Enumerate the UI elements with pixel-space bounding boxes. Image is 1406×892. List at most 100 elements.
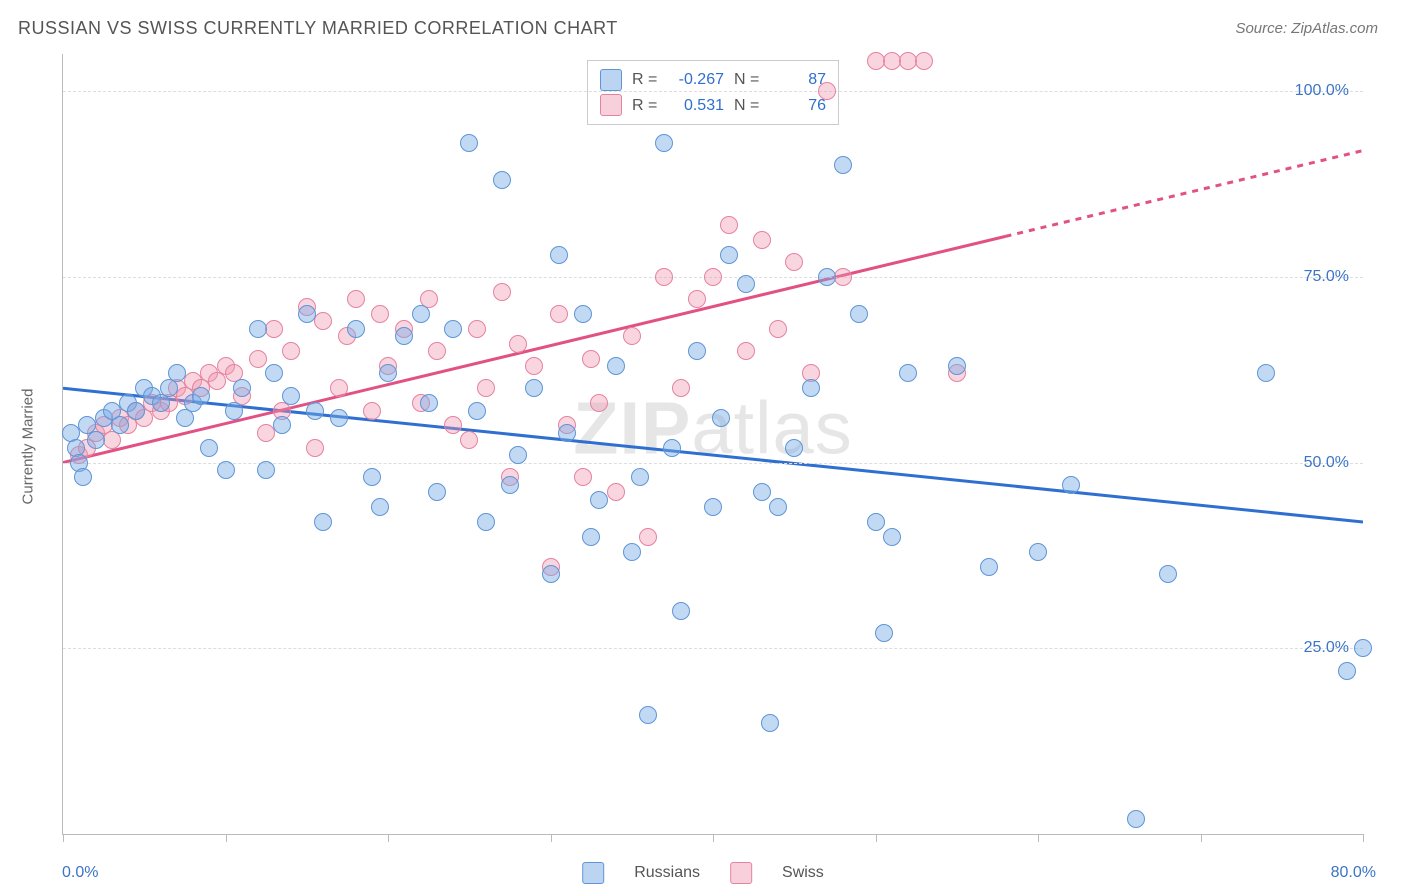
watermark-rest: atlas bbox=[691, 387, 852, 470]
x-tick bbox=[1038, 834, 1039, 842]
data-point bbox=[761, 714, 779, 732]
data-point bbox=[192, 387, 210, 405]
data-point bbox=[225, 402, 243, 420]
series-label-russians: Russians bbox=[634, 864, 700, 882]
legend-swatch-swiss bbox=[600, 94, 622, 116]
x-tick bbox=[1201, 834, 1202, 842]
data-point bbox=[493, 171, 511, 189]
y-tick-label: 50.0% bbox=[1304, 454, 1349, 472]
data-point bbox=[550, 305, 568, 323]
data-point bbox=[1257, 364, 1275, 382]
data-point bbox=[818, 268, 836, 286]
data-point bbox=[330, 409, 348, 427]
data-point bbox=[347, 290, 365, 308]
data-point bbox=[631, 468, 649, 486]
data-point bbox=[200, 439, 218, 457]
data-point bbox=[875, 624, 893, 642]
data-point bbox=[769, 320, 787, 338]
data-point bbox=[1127, 810, 1145, 828]
plot-area: ZIPatlas R = -0.267 N = 87 R = 0.531 N =… bbox=[62, 54, 1363, 835]
x-tick bbox=[388, 834, 389, 842]
data-point bbox=[282, 342, 300, 360]
data-point bbox=[74, 468, 92, 486]
data-point bbox=[420, 394, 438, 412]
data-point bbox=[298, 305, 316, 323]
data-point bbox=[672, 379, 690, 397]
legend-row-russians: R = -0.267 N = 87 bbox=[600, 67, 826, 93]
trend-lines-svg bbox=[63, 54, 1363, 834]
data-point bbox=[127, 402, 145, 420]
data-point bbox=[883, 528, 901, 546]
data-point bbox=[477, 513, 495, 531]
data-point bbox=[948, 357, 966, 375]
data-point bbox=[273, 416, 291, 434]
data-point bbox=[590, 394, 608, 412]
data-point bbox=[111, 416, 129, 434]
gridline bbox=[63, 648, 1363, 649]
gridline bbox=[63, 463, 1363, 464]
data-point bbox=[550, 246, 568, 264]
legend-r-label2: R = bbox=[632, 93, 660, 119]
legend-r-swiss: 0.531 bbox=[670, 93, 724, 119]
data-point bbox=[525, 357, 543, 375]
legend-row-swiss: R = 0.531 N = 76 bbox=[600, 93, 826, 119]
data-point bbox=[1354, 639, 1372, 657]
data-point bbox=[785, 439, 803, 457]
data-point bbox=[347, 320, 365, 338]
data-point bbox=[468, 320, 486, 338]
data-point bbox=[688, 342, 706, 360]
data-point bbox=[720, 246, 738, 264]
data-point bbox=[623, 543, 641, 561]
data-point bbox=[371, 305, 389, 323]
data-point bbox=[233, 379, 251, 397]
data-point bbox=[444, 416, 462, 434]
data-point bbox=[704, 498, 722, 516]
data-point bbox=[980, 558, 998, 576]
y-tick-label: 25.0% bbox=[1304, 639, 1349, 657]
data-point bbox=[257, 461, 275, 479]
legend-r-russians: -0.267 bbox=[670, 67, 724, 93]
correlation-legend: R = -0.267 N = 87 R = 0.531 N = 76 bbox=[587, 60, 839, 125]
data-point bbox=[444, 320, 462, 338]
data-point bbox=[501, 476, 519, 494]
y-axis-label-container: Currently Married bbox=[18, 0, 38, 892]
data-point bbox=[249, 350, 267, 368]
x-tick bbox=[1363, 834, 1364, 842]
legend-n-label: N = bbox=[734, 67, 762, 93]
series-swatch-russians bbox=[582, 862, 604, 884]
data-point bbox=[257, 424, 275, 442]
data-point bbox=[737, 342, 755, 360]
data-point bbox=[460, 134, 478, 152]
x-tick bbox=[876, 834, 877, 842]
data-point bbox=[363, 402, 381, 420]
data-point bbox=[542, 565, 560, 583]
data-point bbox=[306, 402, 324, 420]
source-credit: Source: ZipAtlas.com bbox=[1235, 20, 1378, 37]
data-point bbox=[525, 379, 543, 397]
y-tick-label: 100.0% bbox=[1295, 82, 1349, 100]
data-point bbox=[834, 156, 852, 174]
data-point bbox=[509, 335, 527, 353]
data-point bbox=[460, 431, 478, 449]
data-point bbox=[623, 327, 641, 345]
series-legend: Russians Swiss bbox=[582, 862, 824, 884]
data-point bbox=[663, 439, 681, 457]
data-point bbox=[1029, 543, 1047, 561]
x-tick bbox=[226, 834, 227, 842]
data-point bbox=[412, 305, 430, 323]
data-point bbox=[265, 320, 283, 338]
data-point bbox=[574, 468, 592, 486]
data-point bbox=[850, 305, 868, 323]
data-point bbox=[314, 513, 332, 531]
y-tick-label: 75.0% bbox=[1304, 268, 1349, 286]
data-point bbox=[607, 483, 625, 501]
series-swatch-swiss bbox=[730, 862, 752, 884]
x-tick-label-max: 80.0% bbox=[1331, 864, 1376, 882]
data-point bbox=[87, 431, 105, 449]
data-point bbox=[867, 513, 885, 531]
data-point bbox=[217, 461, 235, 479]
x-tick bbox=[63, 834, 64, 842]
data-point bbox=[1159, 565, 1177, 583]
data-point bbox=[590, 491, 608, 509]
data-point bbox=[672, 602, 690, 620]
